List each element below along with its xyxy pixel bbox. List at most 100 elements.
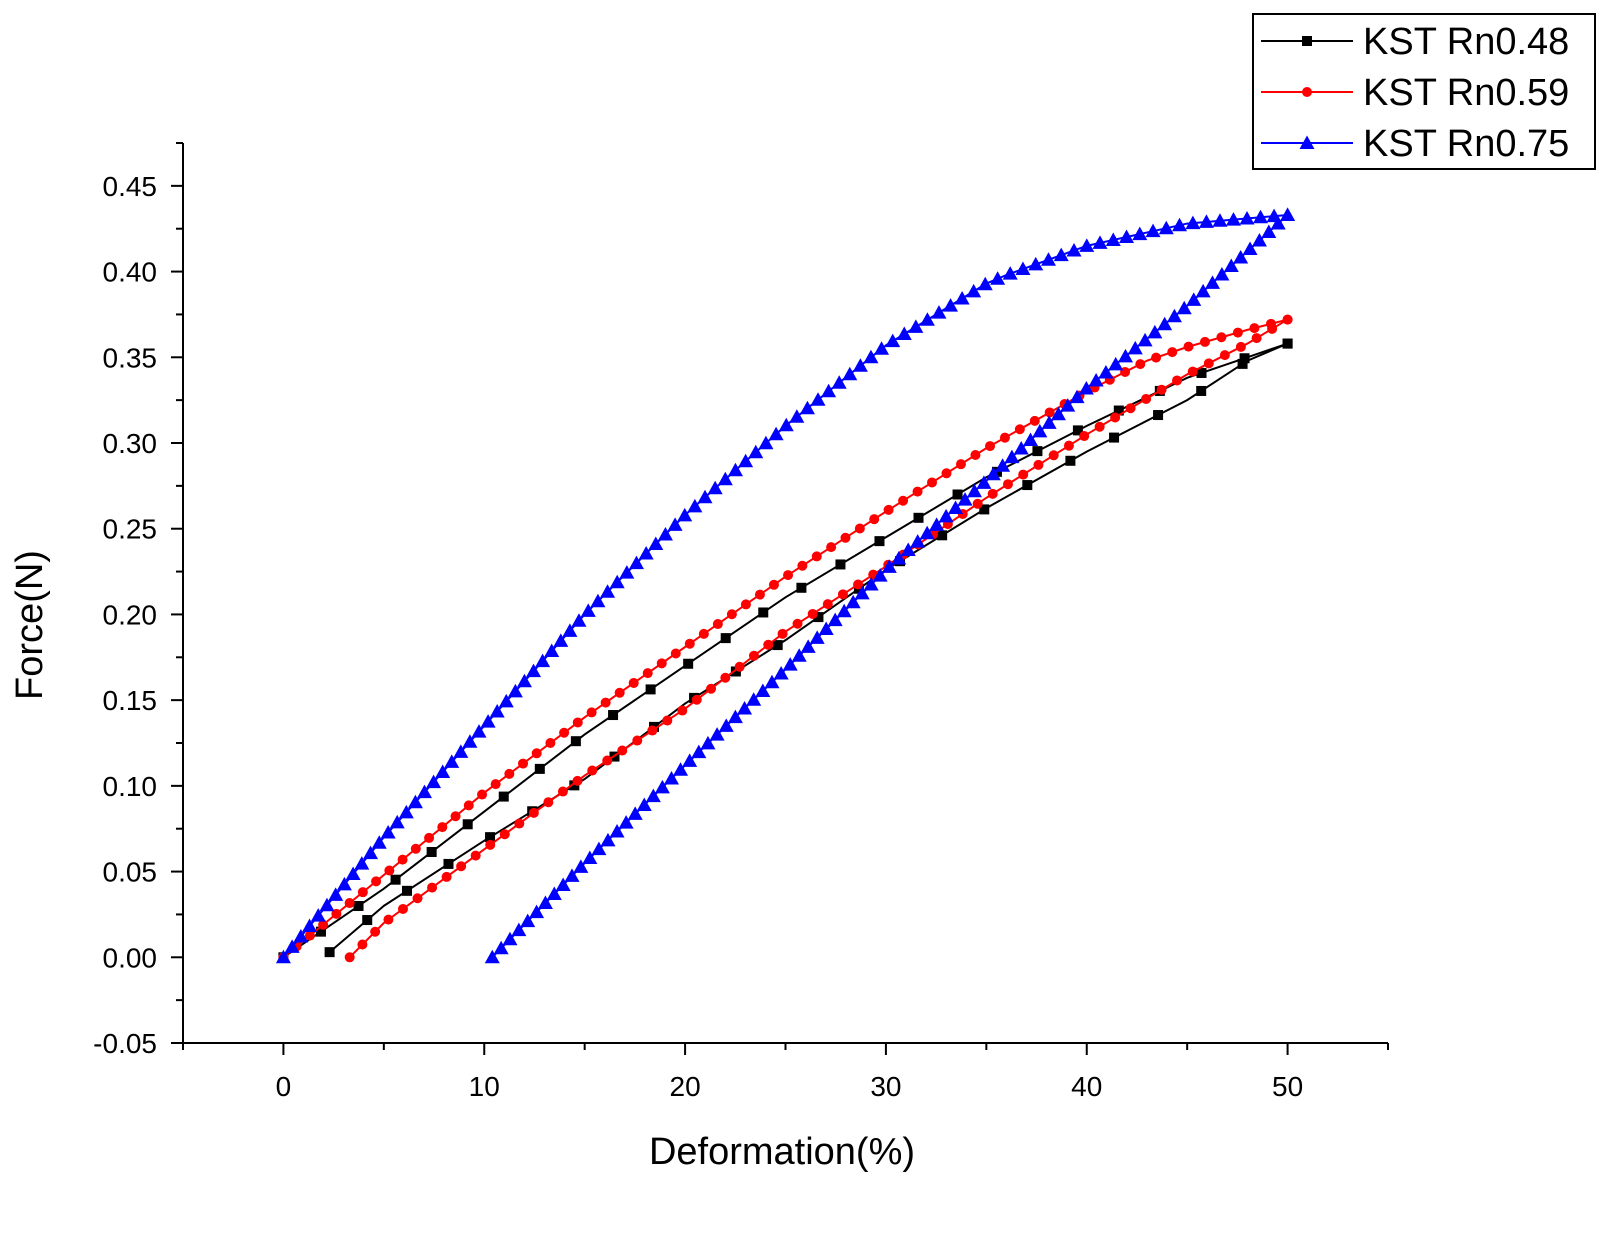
data-point (977, 276, 993, 291)
data-point (1088, 372, 1104, 387)
data-point (528, 807, 539, 818)
legend-marker (1302, 87, 1312, 97)
data-point (647, 725, 658, 736)
data-point (353, 901, 364, 912)
data-point (1109, 432, 1120, 443)
data-point (656, 658, 667, 669)
data-point (831, 375, 847, 389)
data-point (511, 922, 527, 937)
data-point (1069, 389, 1085, 404)
data-point (700, 735, 716, 750)
data-point (572, 717, 583, 728)
data-point (357, 939, 368, 950)
data-point (1040, 252, 1056, 266)
data-point (670, 648, 681, 659)
data-point (943, 298, 959, 312)
data-point (534, 763, 545, 774)
data-point (1151, 352, 1162, 363)
data-point (662, 715, 673, 726)
data-point (587, 765, 598, 776)
data-point (791, 648, 807, 662)
data-point (629, 555, 645, 570)
data-point (840, 532, 851, 543)
data-point (437, 822, 448, 833)
data-point (896, 326, 912, 340)
data-point (537, 895, 553, 910)
data-point (1282, 338, 1293, 349)
data-point (1198, 214, 1214, 228)
data-point (1214, 266, 1230, 281)
data-point (463, 800, 474, 811)
series-line-loading (282, 342, 1288, 959)
y-tick-label: 0.30 (103, 428, 158, 459)
data-point (1172, 217, 1188, 232)
data-point (782, 657, 798, 671)
data-point (663, 771, 679, 785)
data-point (545, 738, 556, 749)
data-point (957, 492, 973, 506)
data-point (1048, 450, 1059, 461)
data-point (1015, 261, 1031, 275)
data-point (1219, 350, 1230, 361)
data-point (435, 764, 451, 779)
x-tick-label: 20 (670, 1071, 701, 1102)
data-point (638, 546, 654, 560)
data-point (573, 859, 589, 873)
x-tick-label: 0 (276, 1071, 292, 1102)
data-point (489, 704, 505, 718)
data-point (773, 665, 789, 680)
data-point (763, 639, 774, 650)
data-point (1132, 226, 1148, 241)
data-point (1014, 424, 1025, 435)
data-point (898, 495, 909, 506)
data-point (416, 784, 432, 799)
data-point (891, 550, 907, 565)
data-point (441, 871, 452, 882)
data-point (600, 584, 616, 598)
data-point (498, 791, 509, 802)
data-point (1004, 449, 1020, 464)
data-point (1113, 405, 1124, 416)
data-point (1166, 308, 1182, 323)
data-point (397, 854, 408, 865)
data-point (1249, 323, 1260, 334)
data-point (1094, 421, 1105, 432)
data-point (284, 939, 300, 953)
data-point (706, 683, 717, 694)
data-point (648, 536, 664, 551)
data-point (471, 724, 487, 738)
data-point (571, 613, 587, 627)
data-point (304, 930, 315, 941)
data-point (938, 508, 954, 523)
data-point (727, 462, 743, 477)
data-point (746, 692, 762, 706)
data-point (477, 789, 488, 800)
legend-marker (1299, 135, 1315, 149)
data-point (1127, 340, 1143, 355)
data-point (444, 754, 460, 768)
data-point (707, 480, 723, 495)
data-point (609, 823, 625, 838)
data-point (645, 684, 656, 695)
data-point (677, 507, 693, 522)
data-point (502, 931, 518, 946)
data-point (1029, 415, 1040, 426)
data-point (336, 876, 352, 891)
data-point (546, 886, 562, 901)
data-point (480, 714, 496, 728)
data-point (1079, 238, 1095, 252)
data-point (518, 758, 529, 769)
data-point (507, 683, 523, 698)
data-point (682, 753, 698, 767)
data-point (531, 748, 542, 759)
data-point (738, 453, 754, 468)
data-point (1251, 333, 1262, 344)
data-point (569, 780, 580, 791)
data-point (799, 400, 815, 415)
data-point (768, 426, 784, 441)
y-axis-title: Force(N) (9, 550, 51, 700)
data-point (490, 779, 501, 790)
data-point (580, 603, 596, 617)
data-point (854, 523, 865, 534)
data-point (885, 333, 901, 348)
